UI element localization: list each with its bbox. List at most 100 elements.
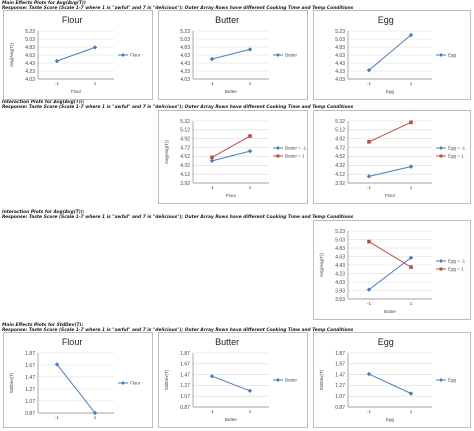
y-tick-label: 1.47 [335, 372, 345, 378]
data-point [366, 174, 372, 179]
data-point [409, 265, 413, 269]
section-header-interaction-2: Interaction Plots for Avg(Avg(T)): Respo… [2, 210, 353, 220]
y-tick-label: 4.83 [335, 45, 345, 51]
y-tick-label: 4.83 [180, 45, 190, 51]
section-title: Interaction Plots for Avg(Avg(T)): [2, 100, 85, 105]
y-tick-label: 5.23 [180, 29, 190, 35]
legend-label: Butter = -1 [285, 146, 307, 151]
section-title: Main Effects Plots for StdDev(T): [2, 323, 84, 328]
data-point [366, 371, 372, 377]
data-point [247, 148, 253, 154]
data-point [367, 239, 371, 244]
y-tick-label: 4.52 [180, 154, 190, 160]
y-tick-label: 0.87 [180, 405, 190, 411]
y-tick-label: 1.47 [25, 375, 35, 381]
data-point [209, 56, 215, 62]
chart-title: Flour [62, 337, 83, 347]
section-subtitle: Response: Taste Score (Scale 1-7 where 1… [2, 6, 354, 11]
series-line [368, 373, 412, 394]
y-axis-label: Avg(Avg(T)) [319, 252, 324, 277]
y-axis-label: Avg(Avg(T)) [9, 42, 14, 67]
y-tick-label: 4.03 [335, 77, 345, 83]
data-point [366, 68, 372, 73]
legend-marker [121, 53, 125, 57]
y-tick-label: 3.83 [335, 288, 345, 294]
x-tick-label: 1 [249, 409, 252, 414]
legend-label: Egg [448, 53, 457, 58]
y-tick-label: 5.32 [335, 119, 345, 125]
y-tick-label: 5.03 [180, 37, 190, 43]
chart-stddev-flour: Flour 0.87 1.07 1.27 1.47 1.67 1.87 -1 1 StdDev(T… [3, 332, 153, 428]
x-tick-label: -1 [210, 409, 214, 414]
data-point [210, 155, 214, 160]
x-axis-label: Butter [384, 309, 397, 314]
data-point [209, 374, 215, 379]
legend-label: Flour [130, 53, 141, 58]
y-tick-label: 1.87 [180, 351, 190, 357]
legend-label: Butter [285, 378, 298, 383]
chart-svg: Flour 0.87 1.07 1.27 1.47 1.67 1.87 -1 1 StdDev(T… [9, 337, 141, 420]
y-tick-label: 1.27 [335, 383, 345, 389]
chart-title: Egg [378, 15, 394, 25]
section-header-main-effects-stddev: Main Effects Plots for StdDev(T): Respon… [2, 323, 353, 333]
chart-svg: 3.92 4.12 4.32 4.52 4.72 4.92 5.12 5.32 -1 1 Flour… [335, 119, 466, 198]
chart-avg-flour: Flour 4.03 4.23 4.43 4.63 4.83 5.03 5.23 -1 1 Flou… [3, 10, 153, 100]
legend-marker [439, 259, 443, 263]
legend-marker [276, 53, 280, 57]
x-tick-label: 1 [249, 185, 252, 190]
data-point [209, 158, 215, 164]
y-tick-label: 3.92 [335, 181, 345, 187]
series-line [211, 150, 251, 162]
y-tick-label: 4.12 [180, 172, 190, 178]
section-subtitle: Response: Taste Score (Scale 1-7 where 1… [2, 215, 354, 220]
y-tick-label: 4.23 [335, 271, 345, 277]
x-tick-label: -1 [55, 81, 59, 86]
y-tick-label: 5.23 [25, 29, 35, 35]
data-point [247, 47, 253, 52]
y-tick-label: 4.43 [25, 61, 35, 67]
data-point [409, 120, 413, 125]
chart-svg: Flour 4.03 4.23 4.43 4.63 4.83 5.03 5.23 -1 1 Flou… [9, 15, 141, 94]
legend-label: Egg = 1 [448, 154, 464, 159]
x-tick-label: -1 [210, 185, 214, 190]
legend-label: Butter [285, 53, 298, 58]
x-tick-label: -1 [367, 301, 371, 306]
y-tick-label: 5.12 [335, 128, 345, 134]
data-point [92, 45, 98, 50]
section-subtitle: Response: Taste Score (Scale 1-7 where 1… [2, 105, 354, 110]
section-header-interaction-1: Interaction Plots for Avg(Avg(T)): Respo… [2, 100, 353, 110]
y-tick-label: 4.63 [335, 53, 345, 59]
y-axis-label: StdDev(T) [164, 369, 169, 390]
x-tick-label: -1 [210, 81, 214, 86]
y-tick-label: 1.07 [180, 394, 190, 400]
legend-marker [439, 267, 443, 271]
series-line [211, 135, 251, 158]
x-tick-label: -1 [367, 81, 371, 86]
chart-svg: Butter 0.87 1.07 1.27 1.47 1.67 1.87 -1 1 Butter S… [164, 337, 298, 422]
section-header-main-effects-avg: Main Effects Plots for Avg(Avg(T)) Respo… [2, 1, 353, 11]
y-tick-label: 4.03 [335, 280, 345, 286]
legend-label: Egg [448, 378, 457, 383]
x-tick-label: -1 [367, 409, 371, 414]
legend-label: Egg = -1 [448, 146, 466, 151]
y-tick-label: 0.87 [25, 411, 35, 417]
legend-label: Butter = 1 [285, 154, 305, 159]
x-tick-label: 1 [410, 81, 413, 86]
chart-svg: 3.92 4.12 4.32 4.52 4.72 4.92 5.12 5.32 -1 1 Flour… [164, 119, 307, 198]
x-axis-label: Flour [226, 193, 237, 198]
y-tick-label: 1.87 [335, 351, 345, 357]
y-tick-label: 4.23 [25, 69, 35, 75]
chart-title: Butter [215, 15, 239, 25]
data-point [408, 32, 414, 38]
y-tick-label: 4.32 [335, 163, 345, 169]
series-line [211, 375, 251, 392]
y-tick-label: 4.23 [335, 69, 345, 75]
x-tick-label: 1 [94, 81, 97, 86]
legend-label: Egg = 1 [448, 267, 464, 272]
y-tick-label: 1.67 [335, 362, 345, 368]
y-tick-label: 4.03 [180, 77, 190, 83]
x-axis-label: Egg [386, 89, 395, 94]
series-line [368, 166, 412, 177]
y-tick-label: 5.12 [180, 128, 190, 134]
data-point [408, 255, 414, 260]
